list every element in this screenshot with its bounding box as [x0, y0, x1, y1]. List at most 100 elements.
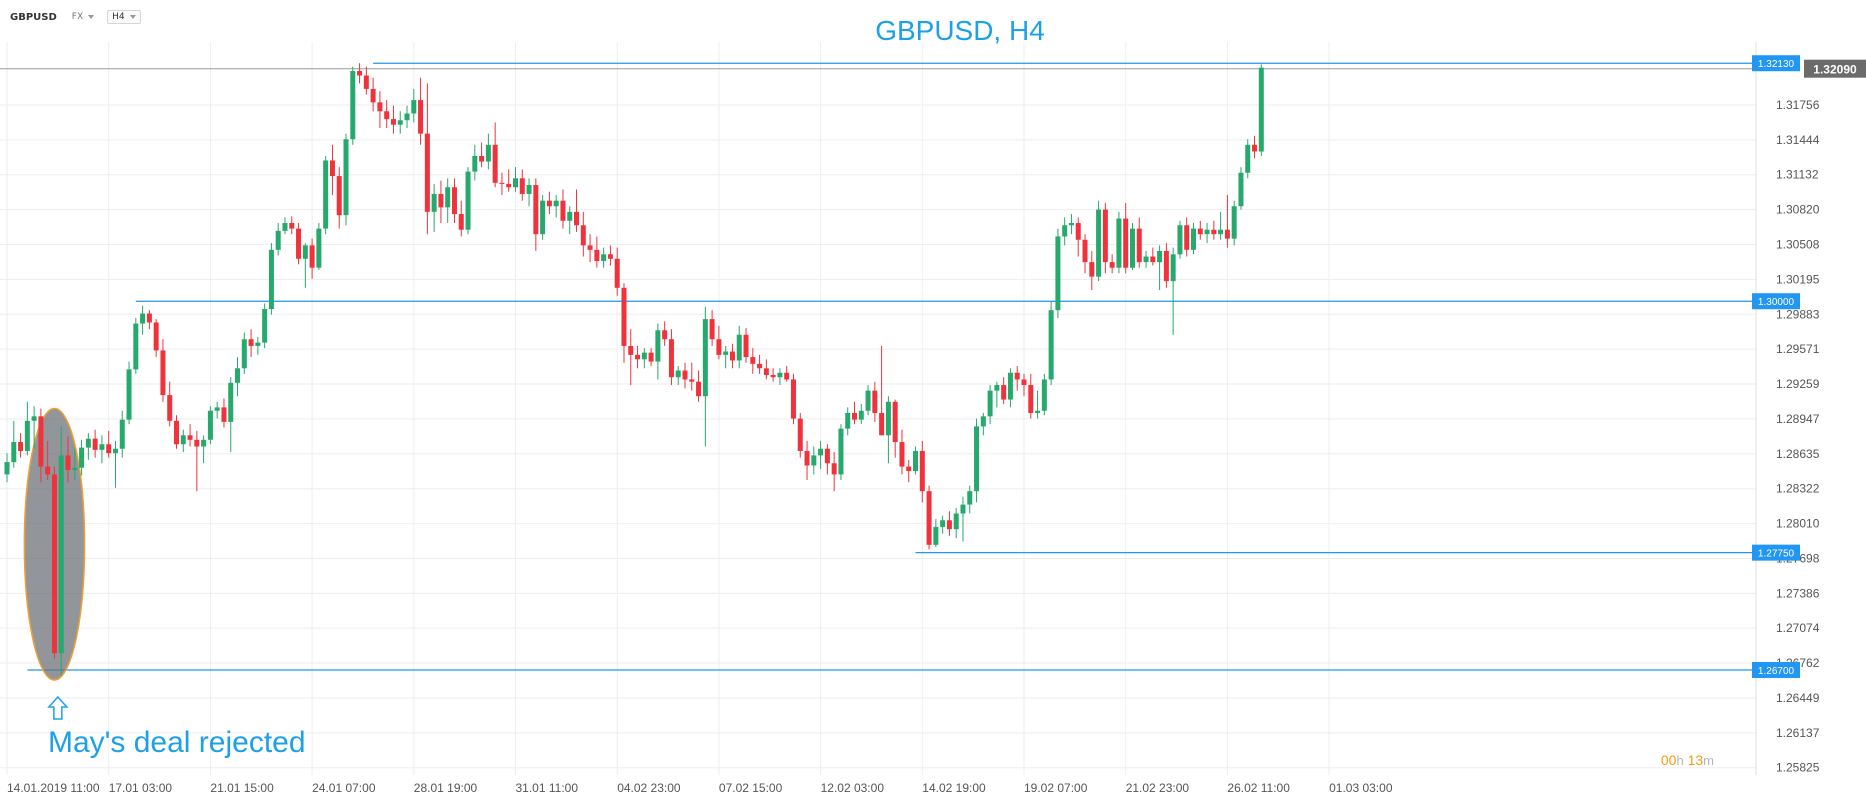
- candle-body: [431, 193, 437, 212]
- y-tick-label: 1.30820: [1776, 203, 1820, 217]
- candle-body: [1001, 385, 1007, 400]
- candle-body: [126, 369, 132, 420]
- level-tag-label: 1.26700: [1758, 666, 1795, 677]
- candle-body: [601, 254, 607, 262]
- candle-body: [1258, 67, 1264, 152]
- level-tag-label: 1.30000: [1758, 297, 1795, 308]
- candle-body: [1129, 228, 1135, 268]
- candle-body: [106, 444, 112, 454]
- candle-body: [275, 230, 281, 250]
- candle-body: [682, 370, 688, 380]
- candle-body: [289, 223, 295, 229]
- candle-body: [1048, 310, 1054, 380]
- x-tick-label: 14.02 19:00: [922, 781, 986, 795]
- candle-body: [675, 370, 681, 378]
- x-tick-label: 14.01.2019 11:00: [7, 781, 100, 795]
- candle-body: [574, 211, 580, 226]
- candle-body: [384, 111, 390, 120]
- candle-body: [987, 390, 993, 417]
- candle-body: [628, 345, 634, 355]
- candle-body: [343, 139, 349, 216]
- symbol-label[interactable]: GBPUSD: [10, 11, 57, 23]
- candle-body: [377, 102, 383, 112]
- candle-body: [865, 390, 871, 411]
- y-tick-label: 1.28322: [1776, 482, 1820, 496]
- candle-body: [418, 100, 424, 134]
- candle-body: [1116, 218, 1122, 268]
- candle-body: [207, 410, 213, 440]
- candle-body: [221, 407, 227, 422]
- candle-body: [167, 395, 173, 421]
- price-tags: 1.32130 1.30000 1.27750 1.26700 1.32090: [1752, 55, 1866, 678]
- candle-body: [1197, 228, 1203, 235]
- toolbar: GBPUSD FX H4: [8, 8, 141, 26]
- candle-body: [390, 119, 396, 125]
- candle-body: [65, 455, 71, 470]
- candle-body: [1224, 229, 1230, 239]
- candle-body: [933, 526, 939, 545]
- candle-body: [1082, 239, 1088, 263]
- candles: [4, 63, 1264, 676]
- level-tag-label: 1.32130: [1758, 59, 1795, 70]
- candle-body: [1123, 218, 1129, 268]
- candle-body: [214, 407, 220, 411]
- candle-body: [811, 455, 817, 466]
- countdown-hours-unit: h: [1676, 753, 1684, 768]
- y-tick-label: 1.30195: [1776, 272, 1820, 286]
- candle-body: [797, 418, 803, 451]
- candle-body: [296, 228, 302, 259]
- candle-body: [1252, 144, 1258, 152]
- candle-body: [668, 339, 674, 378]
- candle-body: [51, 474, 57, 654]
- candle-body: [228, 382, 234, 422]
- candle-body: [777, 372, 783, 378]
- x-tick-label: 31.01 11:00: [516, 781, 579, 795]
- level-tag: [1752, 661, 1800, 678]
- market-selector[interactable]: FX: [67, 10, 99, 24]
- candle-body: [1136, 228, 1142, 263]
- level-tag-label: 1.27750: [1758, 549, 1795, 560]
- candle-body: [546, 200, 552, 207]
- candle-body: [112, 448, 118, 454]
- candle-body: [526, 185, 532, 194]
- candle-body: [1245, 144, 1251, 173]
- y-tick-label: 1.31756: [1776, 98, 1820, 112]
- candle-body: [1007, 372, 1013, 400]
- candle-body: [1170, 254, 1176, 282]
- candle-body: [1096, 209, 1102, 277]
- candle-body: [689, 379, 695, 382]
- candle-body: [479, 155, 485, 162]
- candle-body: [404, 113, 410, 121]
- level-tag: [1752, 55, 1800, 72]
- x-tick-label: 24.01 07:00: [312, 781, 376, 795]
- x-tick-label: 12.02 03:00: [821, 781, 885, 795]
- candle-body: [906, 466, 912, 472]
- candle-body: [580, 225, 586, 246]
- candle-body: [1021, 379, 1027, 386]
- candle-body: [18, 442, 24, 451]
- x-tick-label: 26.02 11:00: [1227, 781, 1290, 795]
- x-tick-label: 28.01 19:00: [414, 781, 478, 795]
- candle-body: [804, 450, 810, 466]
- candle-body: [187, 435, 193, 440]
- candle-body: [235, 368, 241, 383]
- x-tick-label: 17.01 03:00: [109, 781, 173, 795]
- candle-body: [1089, 262, 1095, 277]
- candle-body: [1014, 372, 1020, 380]
- candle-body: [472, 155, 478, 172]
- candle-body: [824, 448, 830, 464]
- candle-body: [1068, 223, 1074, 226]
- candle-body: [4, 462, 10, 475]
- candle-body: [594, 249, 600, 262]
- candle-body: [587, 245, 593, 250]
- candle-body: [350, 71, 356, 140]
- candle-body: [241, 339, 247, 369]
- candle-body: [709, 319, 715, 340]
- grid: [0, 42, 1757, 775]
- candle-body: [140, 313, 146, 324]
- candle-body: [316, 228, 322, 268]
- candle-body: [282, 223, 288, 231]
- timeframe-selector[interactable]: H4: [107, 10, 141, 24]
